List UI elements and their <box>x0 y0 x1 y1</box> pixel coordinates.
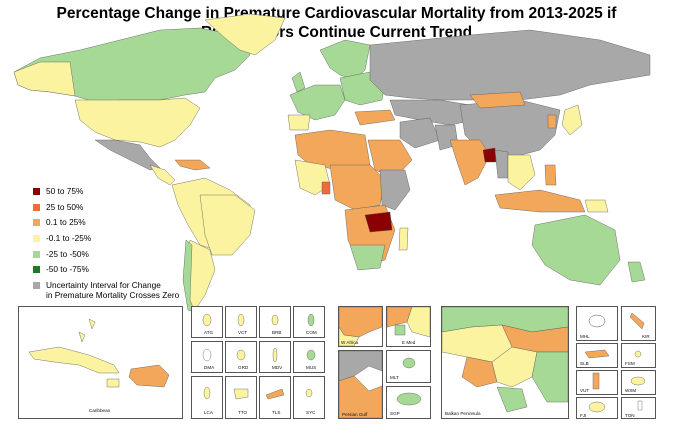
region-usa <box>74 97 201 148</box>
legend-item: 0.1 to 25% <box>33 218 179 234</box>
legend-label-line1: Uncertainty Interval for Change <box>46 280 161 291</box>
region-east-africa <box>379 169 411 211</box>
legend-swatch <box>33 250 40 258</box>
region-brazil <box>199 194 256 256</box>
region-bangladesh <box>482 147 497 163</box>
inset-w-africa: W Africa <box>338 306 383 347</box>
legend-item: 50 to 75% <box>33 186 179 203</box>
region-iberia <box>287 114 311 131</box>
legend-item: Uncertainty Interval for Change in Prema… <box>33 280 180 300</box>
legend-item: 25 to 50% <box>33 202 179 219</box>
inset-slb: SLB <box>576 343 618 368</box>
legend-item: -25 to -50% <box>33 249 179 266</box>
inset-tls: TLS <box>259 376 291 419</box>
region-australia <box>531 214 621 286</box>
inset-fji: FJI <box>576 397 618 419</box>
inset-caribbean: Caribbean <box>18 306 183 419</box>
legend-swatch <box>33 203 40 211</box>
region-zambia <box>364 211 393 233</box>
inset-vct: VCT <box>225 306 257 338</box>
region-myanmar <box>494 149 509 179</box>
legend-label-line2: in Premature Mortality Crosses Zero <box>46 289 180 300</box>
region-central-america <box>149 164 176 186</box>
inset-sgp: SGP <box>386 386 431 419</box>
inset-wsm: WSM <box>621 370 656 395</box>
region-southeast-asia <box>507 154 536 191</box>
region-png <box>584 199 609 213</box>
region-russia <box>369 29 651 101</box>
region-indonesia <box>494 189 586 213</box>
legend-item: -0.1 to -25% <box>33 234 179 250</box>
title-line-1: Percentage Change in Premature Cardiovas… <box>56 5 617 22</box>
inset-atg: ATG <box>191 306 223 338</box>
region-south-africa <box>349 244 386 271</box>
legend-swatch <box>33 266 40 274</box>
region-iran <box>399 117 441 149</box>
region-central-africa <box>329 164 386 211</box>
region-philippines <box>544 164 557 186</box>
inset-balkan: Balkan Peninsula <box>441 306 569 419</box>
region-turkey <box>354 109 396 126</box>
inset-label-caribbean: Caribbean <box>89 408 111 413</box>
region-mongolia <box>469 91 526 109</box>
inset-e-med: E Med <box>386 306 431 347</box>
legend-item: -50 to -75% <box>33 265 179 281</box>
inset-com: COM <box>293 306 325 338</box>
region-korea <box>547 114 557 129</box>
inset-mlt: MLT <box>386 350 431 383</box>
inset-mdv: MDV <box>259 341 291 373</box>
legend-swatch <box>33 188 40 195</box>
inset-syc: SYC <box>293 376 325 419</box>
legend: 50 to 75% 25 to 50% 0.1 to 25% -0.1 to -… <box>33 186 180 300</box>
inset-fsm: FSM <box>621 343 656 368</box>
region-western-europe <box>289 84 346 121</box>
inset-kir: KIR <box>621 306 656 341</box>
region-japan <box>561 104 583 136</box>
region-uk <box>291 71 306 93</box>
legend-swatch <box>33 235 40 243</box>
inset-ton: TON <box>621 397 656 419</box>
inset-grd: GRD <box>225 341 257 373</box>
region-arabia <box>367 139 413 179</box>
region-mexico <box>94 139 161 171</box>
region-new-zealand <box>627 261 646 283</box>
region-india <box>449 139 491 186</box>
inset-caribbean-map <box>28 318 170 388</box>
legend-swatch <box>33 282 40 290</box>
inset-dma: DMA <box>191 341 223 373</box>
inset-mus: MUS <box>293 341 325 373</box>
inset-vut: VUT <box>576 370 618 395</box>
inset-tto: TTO <box>225 376 257 419</box>
inset-mhl: MHL <box>576 306 618 341</box>
region-madagascar <box>398 227 409 251</box>
region-ghana <box>321 181 331 195</box>
region-caribbean-main <box>174 159 211 171</box>
region-greenland <box>204 13 286 56</box>
inset-persian-gulf: Persian Gulf <box>338 350 383 419</box>
inset-lca: LCA <box>191 376 223 419</box>
inset-brb: BRB <box>259 306 291 338</box>
region-alaska <box>13 61 76 97</box>
legend-swatch <box>33 219 40 227</box>
region-central-asia <box>389 99 476 126</box>
